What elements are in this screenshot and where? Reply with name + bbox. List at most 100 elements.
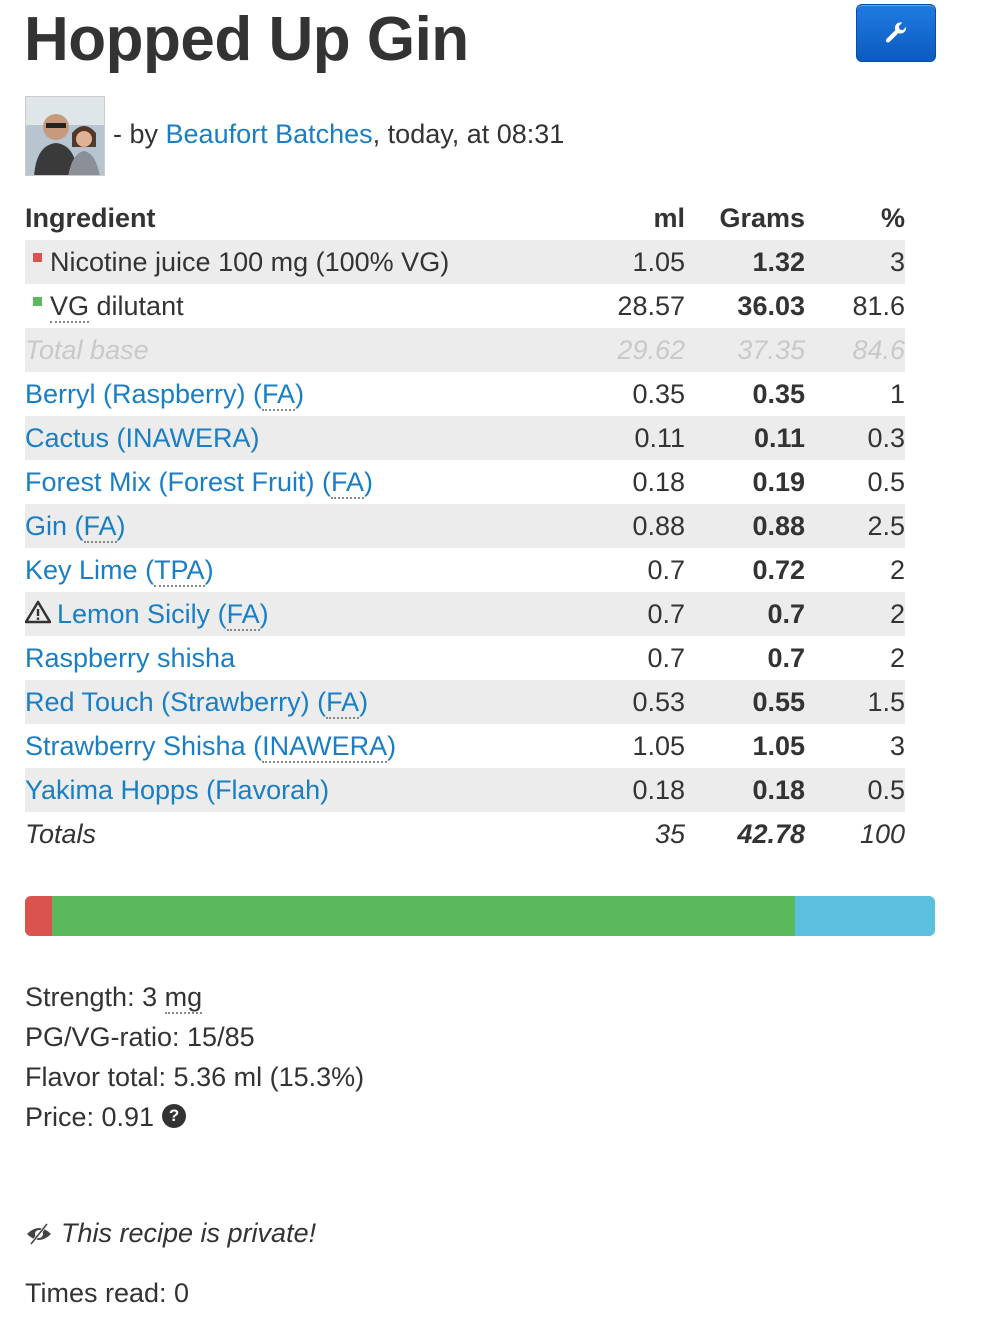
percent-value: 81.6 <box>852 290 905 321</box>
percent-value: 2 <box>805 592 905 636</box>
flavor-total: Flavor total: 5.36 ml (15.3%) <box>25 1062 365 1092</box>
table-row: Gin (FA) 0.88 0.88 2.5 <box>25 504 905 548</box>
ml-value: 0.11 <box>565 416 685 460</box>
flavor-link[interactable]: Berryl (Raspberry) (FA) <box>25 378 305 411</box>
grams-value: 0.7 <box>685 592 805 636</box>
ml-value: 1.05 <box>632 730 685 761</box>
grams-value: 1.32 <box>685 240 805 284</box>
table-row: Berryl (Raspberry) (FA) 0.35 0.35 1 <box>25 372 905 416</box>
author-link[interactable]: Beaufort Batches <box>165 118 373 149</box>
flavor-link[interactable]: Yakima Hopps (Flavorah) <box>25 774 330 805</box>
flavor-link[interactable]: Raspberry shisha <box>25 642 236 673</box>
ml-value: 28.57 <box>617 290 685 321</box>
grams-value: 0.7 <box>767 642 805 673</box>
percent-value: 0.5 <box>867 466 905 497</box>
byline-date: , today, at 08:31 <box>372 118 565 149</box>
grams-value: 37.35 <box>685 328 805 372</box>
grams-value: 0.55 <box>685 680 805 724</box>
ml-value: 0.53 <box>565 680 685 724</box>
header-percent: % <box>880 202 905 233</box>
vendor-abbreviation[interactable]: INAWERA <box>262 730 388 763</box>
ingredient-name: Nicotine juice 100 mg (100% VG) <box>50 246 450 277</box>
vendor-abbreviation[interactable]: FA <box>226 598 260 631</box>
wrench-icon <box>885 22 907 43</box>
tools-button[interactable] <box>856 4 936 62</box>
percent-value: 1.5 <box>805 680 905 724</box>
table-row: Strawberry Shisha (INAWERA) 1.05 1.05 3 <box>25 724 905 768</box>
flavor-link[interactable]: Red Touch (Strawberry) (FA) <box>25 686 369 719</box>
page-title: Hopped Up Gin <box>24 5 469 74</box>
byline-prefix: - by <box>113 118 159 149</box>
percent-value: 3 <box>889 730 905 761</box>
flavor-link[interactable]: Lemon Sicily (FA) <box>57 598 269 631</box>
private-text: This recipe is private! <box>61 1218 317 1248</box>
percent-value: 2.5 <box>805 504 905 548</box>
table-row: Lemon Sicily (FA) 0.7 0.7 2 <box>25 592 905 636</box>
ml-value: 0.35 <box>632 378 685 409</box>
ml-value: 0.7 <box>647 642 685 673</box>
percent-value: 2 <box>889 554 905 585</box>
vg-abbreviation[interactable]: VG <box>50 290 90 323</box>
pgvg-ratio: PG/VG-ratio: 15/85 <box>25 1022 255 1052</box>
avatar-photo <box>26 97 104 175</box>
flavor-link[interactable]: Key Lime (TPA) <box>25 554 214 587</box>
grams-value: 0.88 <box>685 504 805 548</box>
percent-value: 0.3 <box>805 416 905 460</box>
table-row: Red Touch (Strawberry) (FA) 0.53 0.55 1.5 <box>25 680 905 724</box>
grams-value: 1.05 <box>752 730 805 761</box>
ml-value: 29.62 <box>565 328 685 372</box>
vendor-abbreviation[interactable]: FA <box>326 686 360 719</box>
header-grams: Grams <box>719 202 805 233</box>
table-row: Raspberry shisha 0.7 0.7 2 <box>25 636 905 680</box>
price-line: Price: 0.91? <box>25 1097 364 1137</box>
grams-value: 0.11 <box>685 416 805 460</box>
flavor-link[interactable]: Cactus (INAWERA) <box>25 422 260 453</box>
times-read: Times read: 0 <box>25 1278 190 1308</box>
ml-value: 0.18 <box>632 466 685 497</box>
table-header: Ingredient ml Grams % <box>25 196 905 240</box>
percent-total: 100 <box>859 818 905 849</box>
grams-value: 36.03 <box>737 290 805 321</box>
byline-text: - by Beaufort Batches, today, at 08:31 <box>113 119 564 150</box>
question-icon[interactable]: ? <box>162 1103 187 1128</box>
strength-line: Strength: 3 mg <box>25 977 364 1017</box>
total-base-label: Total base <box>25 328 565 372</box>
vendor-abbreviation[interactable]: FA <box>83 510 117 543</box>
bar-segment-flavor <box>794 896 935 936</box>
vendor-abbreviation[interactable]: TPA <box>154 554 205 587</box>
avatar[interactable] <box>25 96 105 176</box>
ml-value: 0.7 <box>565 592 685 636</box>
ingredients-table: Ingredient ml Grams % Nicotine juice 100… <box>25 196 905 856</box>
flavor-link[interactable]: Gin (FA) <box>25 510 126 543</box>
vg-color-marker <box>33 296 42 306</box>
table-row: Nicotine juice 100 mg (100% VG) 1.05 1.3… <box>25 240 905 284</box>
percent-value: 2 <box>889 642 905 673</box>
vendor-abbreviation[interactable]: FA <box>262 378 296 411</box>
vendor-abbreviation[interactable]: FA <box>331 466 365 499</box>
grams-value: 0.19 <box>752 466 805 497</box>
total-base-row: Total base 29.62 37.35 84.6 <box>25 328 905 372</box>
flavor-link[interactable]: Strawberry Shisha (INAWERA) <box>25 730 397 763</box>
eye-slash-icon <box>27 1222 51 1245</box>
strength-unit[interactable]: mg <box>164 982 203 1014</box>
header-ml: ml <box>653 202 685 233</box>
grams-value: 0.35 <box>752 378 805 409</box>
recipe-stats: Strength: 3 mg PG/VG-ratio: 15/85 Flavor… <box>25 977 364 1137</box>
ml-value: 0.88 <box>565 504 685 548</box>
ml-total: 35 <box>654 818 685 849</box>
totals-row: Totals 35 42.78 100 <box>25 812 905 856</box>
ml-value: 0.7 <box>647 554 685 585</box>
percent-value: 84.6 <box>805 328 905 372</box>
price-value: Price: 0.91 <box>25 1102 155 1132</box>
ml-value: 1.05 <box>565 240 685 284</box>
grams-value: 0.72 <box>752 554 805 585</box>
author-byline: - by Beaufort Batches, today, at 08:31 <box>25 96 564 176</box>
warning-icon <box>25 601 51 624</box>
percent-value: 1 <box>889 378 905 409</box>
strength-label: Strength: 3 <box>25 982 165 1012</box>
flavor-link[interactable]: Forest Mix (Forest Fruit) (FA) <box>25 466 374 499</box>
bar-segment-nicotine <box>25 896 53 936</box>
percent-value: 0.5 <box>805 768 905 812</box>
table-row: Key Lime (TPA) 0.7 0.72 2 <box>25 548 905 592</box>
composition-bar <box>25 896 935 936</box>
